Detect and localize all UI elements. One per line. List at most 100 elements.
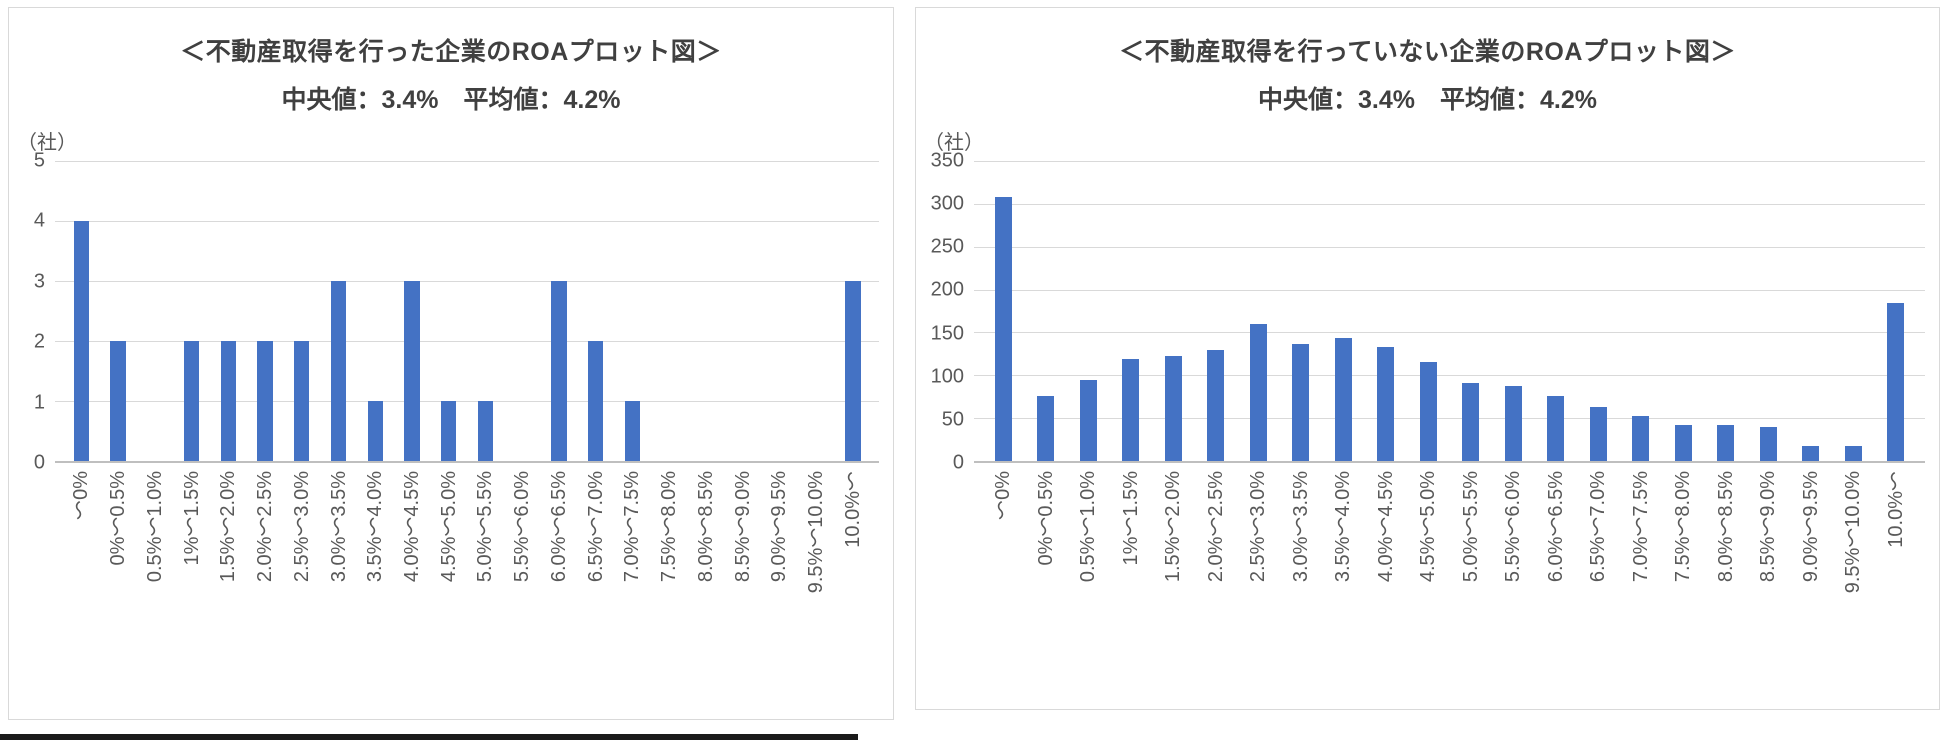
- x-tick-label: 4.5%～5.0%: [1417, 471, 1440, 583]
- x-tick-label: 3.5%～4.0%: [364, 471, 387, 583]
- bar-slot: [1365, 161, 1408, 461]
- bar-slot: [1110, 161, 1153, 461]
- x-tick-label: 3.5%～4.0%: [1332, 471, 1355, 583]
- x-label-slot: 3.5%～4.0%: [1322, 463, 1365, 613]
- x-label-slot: 4.5%～5.0%: [430, 463, 467, 613]
- x-tick-label: 6.5%～7.0%: [1587, 471, 1610, 583]
- x-label-slot: 1.5%～2.0%: [1152, 463, 1195, 613]
- bar-slot: [210, 161, 247, 461]
- x-label-slot: 7.5%～8.0%: [1662, 463, 1705, 613]
- bar-slot: [430, 161, 467, 461]
- y-tick-label: 300: [930, 192, 964, 215]
- bar-slot: [1790, 161, 1833, 461]
- y-tick-label: 3: [33, 270, 45, 293]
- x-label-slot: 1%～1.5%: [1110, 463, 1153, 613]
- bar: [1674, 425, 1692, 461]
- bar: [367, 401, 383, 461]
- bar-slot: [1747, 161, 1790, 461]
- bar-slot: [136, 161, 173, 461]
- bar: [1589, 407, 1607, 461]
- bar-slot: [982, 161, 1025, 461]
- x-tick-label: 7.0%～7.5%: [621, 471, 644, 583]
- y-axis-labels: 5 4 3 2 1 0: [9, 150, 55, 474]
- y-tick-label: 50: [941, 408, 964, 431]
- x-label-slot: 9.5%～10.0%: [798, 463, 835, 613]
- gridline: [974, 246, 1925, 248]
- bar-slot: [100, 161, 137, 461]
- bar-slot: [173, 161, 210, 461]
- chart-title: ＜不動産取得を行った企業のROAプロット図＞: [180, 38, 722, 66]
- chart-subtitle: 中央値：3.4% 平均値：4.2%: [1258, 86, 1597, 114]
- y-tick-label: 200: [930, 278, 964, 301]
- chart-area: 350 300 250 200 150 100 50 0 ～0% 0%～0.5% 0.5%～1.0…: [916, 150, 1939, 613]
- x-label-slot: 9.0%～9.5%: [761, 463, 798, 613]
- x-label-slot: 8.0%～8.5%: [1705, 463, 1748, 613]
- bar: [1249, 323, 1267, 461]
- x-tick-label: ～0%: [992, 471, 1015, 520]
- bar: [587, 341, 604, 461]
- bar-slot: [614, 161, 651, 461]
- bar: [551, 281, 567, 461]
- x-label-slot: 0%～0.5%: [1025, 463, 1068, 613]
- x-label-slot: 5.5%～6.0%: [504, 463, 541, 613]
- bar: [1292, 343, 1310, 461]
- y-tick-label: 0: [33, 451, 45, 474]
- x-label-slot: 1.5%～2.0%: [210, 463, 247, 613]
- y-tick-label: 0: [952, 451, 964, 474]
- gridline: [974, 375, 1925, 377]
- x-tick-label: 5.0%～5.5%: [1459, 471, 1482, 583]
- x-label-slot: 2.0%～2.5%: [1195, 463, 1238, 613]
- bar: [1037, 395, 1055, 461]
- x-tick-label: 1%～1.5%: [1119, 471, 1142, 566]
- x-label-slot: 10.0%～: [1875, 463, 1918, 613]
- x-label-slot: 2.0%～2.5%: [247, 463, 284, 613]
- bar: [1462, 383, 1480, 461]
- bar-slot: [1067, 161, 1110, 461]
- bar: [1419, 362, 1437, 461]
- bar-slot: [1705, 161, 1748, 461]
- x-label-slot: ～0%: [982, 463, 1025, 613]
- bar: [110, 341, 126, 461]
- bar-slot: [651, 161, 688, 461]
- x-label-slot: ～0%: [63, 463, 100, 613]
- x-label-slot: 8.5%～9.0%: [1747, 463, 1790, 613]
- bar-slot: [357, 161, 394, 461]
- gridline: [55, 161, 879, 162]
- x-label-slot: 4.0%～4.5%: [1365, 463, 1408, 613]
- bar-slot: [724, 161, 761, 461]
- bar: [1207, 350, 1225, 461]
- bar-slot: [1195, 161, 1238, 461]
- bar: [1377, 347, 1395, 461]
- plot-area: [55, 161, 879, 463]
- gridline: [974, 203, 1925, 205]
- x-tick-label: 5.5%～6.0%: [511, 471, 534, 583]
- chart-area: 5 4 3 2 1 0 ～0% 0%～0.5% 0.5%～1.0% 1%～1.5% 1.5%～2.…: [9, 150, 893, 613]
- x-label-slot: 5.5%～6.0%: [1492, 463, 1535, 613]
- x-label-slot: 3.0%～3.5%: [320, 463, 357, 613]
- x-tick-label: 8.0%～8.5%: [1714, 471, 1737, 583]
- y-tick-label: 5: [33, 149, 45, 172]
- x-label-slot: 3.5%～4.0%: [357, 463, 394, 613]
- gridlines: [974, 161, 1925, 461]
- bar-slot: [834, 161, 871, 461]
- bar-slot: [1152, 161, 1195, 461]
- x-tick-label: 1%～1.5%: [180, 471, 203, 566]
- y-tick-label: 350: [930, 149, 964, 172]
- x-tick-label: 1.5%～2.0%: [217, 471, 240, 583]
- bar-slot: [541, 161, 578, 461]
- y-tick-label: 100: [930, 365, 964, 388]
- bar-slot: [504, 161, 541, 461]
- y-tick-label: 150: [930, 322, 964, 345]
- bar: [294, 341, 310, 461]
- plot-column: ～0% 0%～0.5% 0.5%～1.0% 1%～1.5% 1.5%～2.0% 2.0%～…: [974, 161, 1925, 613]
- gridline: [55, 221, 879, 222]
- x-axis-labels: ～0% 0%～0.5% 0.5%～1.0% 1%～1.5% 1.5%～2.0% 2.0%～…: [974, 463, 1925, 613]
- x-label-slot: 5.0%～5.5%: [1450, 463, 1493, 613]
- bar-slot: [394, 161, 431, 461]
- bar-slot: [1662, 161, 1705, 461]
- x-tick-label: 9.0%～9.5%: [1799, 471, 1822, 583]
- x-tick-label: ～0%: [70, 471, 93, 520]
- bar-slot: [1450, 161, 1493, 461]
- x-label-slot: 2.5%～3.0%: [1237, 463, 1280, 613]
- x-tick-label: 0.5%～1.0%: [143, 471, 166, 583]
